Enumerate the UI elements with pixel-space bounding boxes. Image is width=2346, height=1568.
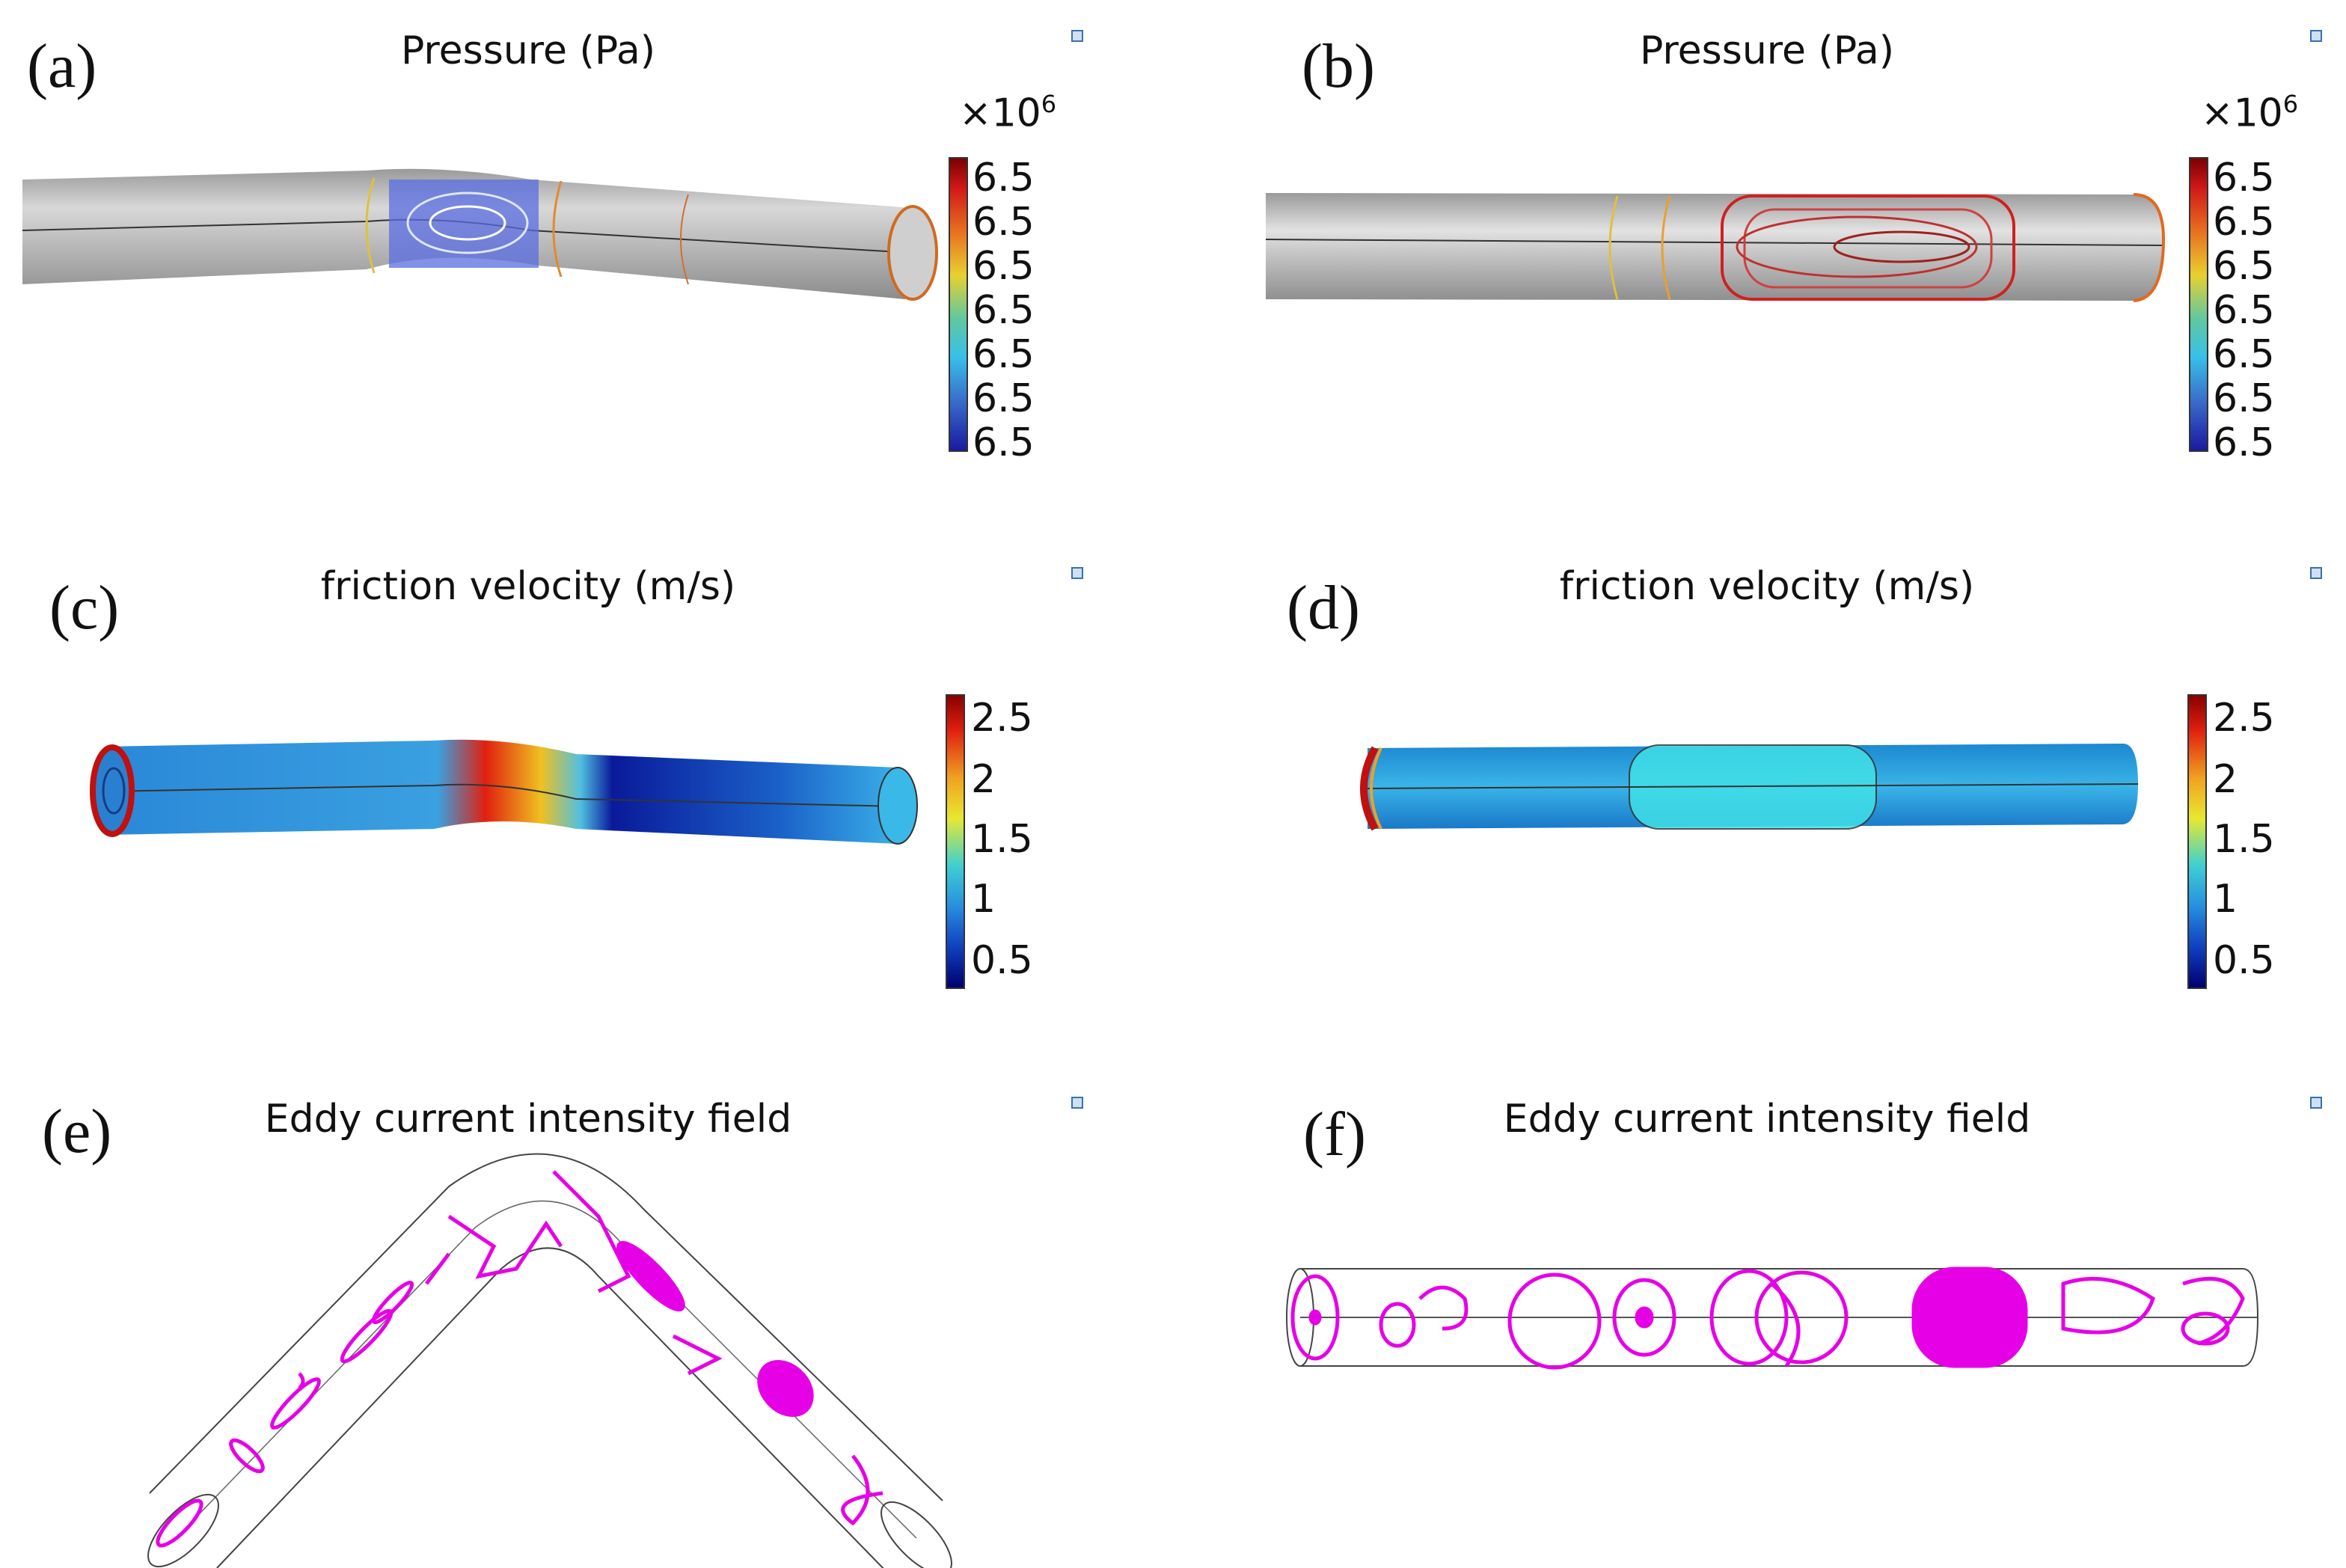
corner-marker-icon <box>1071 30 1083 42</box>
colorbar-tick: 2.5 <box>2213 696 2275 741</box>
pipe-body <box>105 739 898 844</box>
corner-marker-icon <box>1071 1097 1083 1109</box>
colorbar-tick: 6.5 <box>973 156 1035 200</box>
eddy-current-lines <box>156 1170 883 1548</box>
corner-marker-icon <box>1071 567 1083 579</box>
panel-f: (f) Eddy current intensity field <box>1173 1044 2346 1567</box>
high-pressure-region <box>1721 195 2015 301</box>
colorbar-tick: 6.5 <box>2213 156 2275 200</box>
pressure-pipe-bent <box>22 168 938 301</box>
panel-label: (d) <box>1287 573 1360 643</box>
panel-label: (c) <box>49 573 120 643</box>
colorbar-tick: 6.5 <box>2213 420 2275 465</box>
colorbar-tick: 2 <box>971 757 996 802</box>
pipe-inlet <box>1360 746 1379 831</box>
pipe-outlet <box>878 767 918 845</box>
friction-colorbar <box>2187 694 2207 989</box>
panel-title: Pressure (Pa) <box>400 28 656 73</box>
panel-title: Eddy current intensity field <box>1503 1097 2031 1142</box>
panel-label: (b) <box>1302 31 1375 101</box>
panel-c: (c) friction velocity (m/s) 2.5 2 1.5 1 … <box>0 522 1173 1044</box>
panel-title: Pressure (Pa) <box>1639 28 1895 73</box>
colorbar-tick: 1 <box>971 877 996 922</box>
panel-d: (d) friction velocity (m/s) 2.5 2 1.5 1 … <box>1173 522 2346 1044</box>
corner-marker-icon <box>2310 30 2322 42</box>
friction-pipe-straight <box>1360 744 2139 831</box>
pipe-end-cap <box>887 205 938 301</box>
colorbar-tick: 6.5 <box>2213 332 2275 377</box>
panel-title: friction velocity (m/s) <box>1559 564 1975 609</box>
panel-label: (f) <box>1303 1100 1366 1169</box>
panel-b: (b) Pressure (Pa) ×106 6.5 6.5 6.5 6.5 6… <box>1173 0 2346 522</box>
colorbar-tick: 1.5 <box>2213 817 2275 862</box>
scale-multiplier: ×106 <box>2201 90 2299 136</box>
colorbar-tick: 6.5 <box>973 244 1035 289</box>
colorbar-tick: 6.5 <box>2213 376 2275 421</box>
colorbar-tick: 6.5 <box>2213 244 2275 289</box>
colorbar-tick: 6.5 <box>2213 288 2275 333</box>
panel-label: (e) <box>42 1097 112 1166</box>
scale-multiplier: ×106 <box>959 90 1057 136</box>
pressure-colorbar <box>2189 157 2208 452</box>
colorbar-tick: 6.5 <box>973 200 1035 245</box>
eddy-current-lines <box>1290 1267 2245 1370</box>
colorbar-tick: 6.5 <box>2213 200 2275 245</box>
colorbar-tick: 1 <box>2213 877 2238 922</box>
pressure-colorbar <box>949 157 968 452</box>
pipe-inlet <box>90 744 135 837</box>
corner-marker-icon <box>2310 1097 2322 1109</box>
colorbar-tick: 2 <box>2213 757 2238 802</box>
colorbar-tick: 6.5 <box>973 376 1035 421</box>
panel-title: Eddy current intensity field <box>264 1097 792 1142</box>
panel-a: (a) Pressure (Pa) ×106 6.5 6.5 6.5 6.5 6… <box>0 0 1173 522</box>
panel-label: (a) <box>27 31 97 101</box>
panel-title: friction velocity (m/s) <box>320 564 736 609</box>
eddy-pipe-straight <box>1286 1267 2259 1370</box>
panel-e: (e) Eddy current intensity field <box>0 1044 1173 1568</box>
colorbar-tick: 1.5 <box>971 817 1033 862</box>
colorbar-tick: 0.5 <box>971 938 1033 983</box>
friction-pipe-bent <box>90 739 918 845</box>
colorbar-tick: 6.5 <box>973 332 1035 377</box>
colorbar-tick: 6.5 <box>973 420 1035 465</box>
colorbar-tick: 0.5 <box>2213 938 2275 983</box>
pipe-outline <box>149 1153 943 1501</box>
corner-marker-icon <box>2310 567 2322 579</box>
colorbar-tick: 2.5 <box>971 696 1033 741</box>
colorbar-tick: 6.5 <box>973 288 1035 333</box>
friction-colorbar <box>946 694 965 989</box>
eddy-pipe-bent <box>147 1153 952 1568</box>
pressure-pipe-straight <box>1265 193 2166 302</box>
pipe-body <box>1266 193 2163 301</box>
